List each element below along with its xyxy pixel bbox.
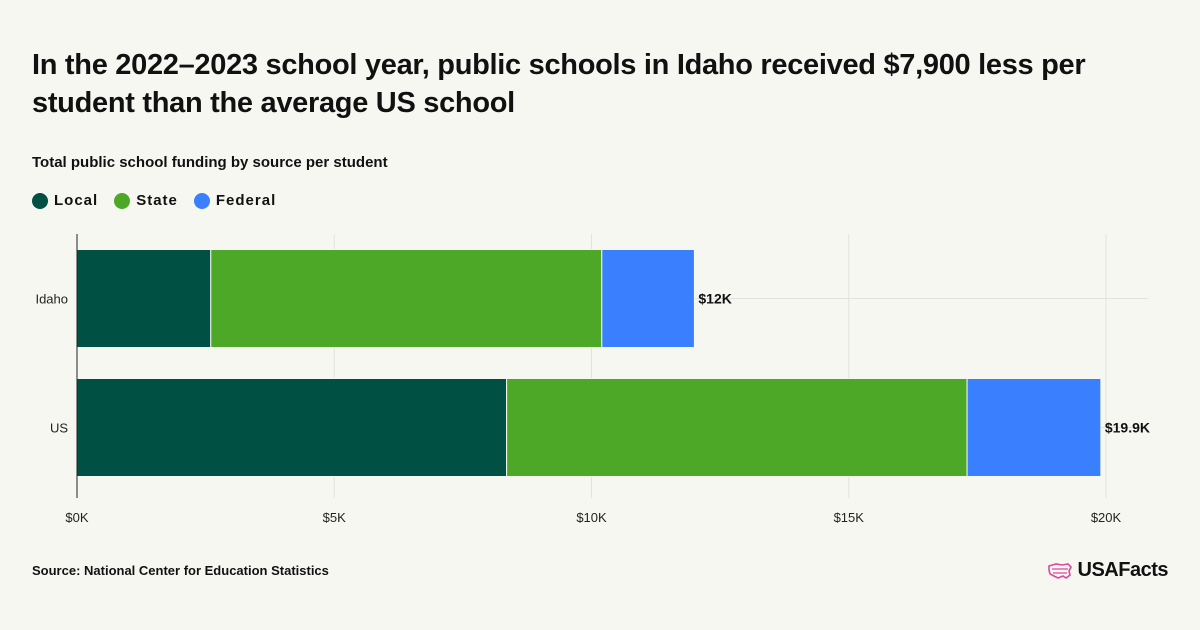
category-label: Idaho — [35, 292, 68, 307]
bar-local-idaho — [76, 249, 212, 348]
x-tick-label: $20K — [1091, 510, 1122, 525]
source-note: Source: National Center for Education St… — [32, 563, 329, 578]
legend-item-federal: Federal — [193, 192, 277, 209]
chart-subtitle: Total public school funding by source pe… — [32, 154, 388, 171]
chart-title: In the 2022–2023 school year, public sch… — [32, 49, 1086, 119]
x-tick-label: $10K — [576, 510, 607, 525]
bar-federal-us — [966, 378, 1102, 477]
brand-name: USAFacts — [1077, 559, 1169, 581]
total-label: $12K — [698, 291, 731, 307]
legend-label-state: State — [136, 192, 178, 209]
legend-swatch-local — [32, 192, 48, 209]
legend-swatch-state — [114, 192, 131, 209]
legend-label-federal: Federal — [215, 192, 277, 209]
category-label: US — [50, 421, 68, 436]
bar-federal-idaho — [601, 249, 695, 348]
bar-local-us — [76, 378, 508, 477]
legend-item-state: State — [114, 192, 178, 209]
total-label: $19.9K — [1105, 420, 1150, 436]
x-tick-label: $0K — [65, 510, 88, 525]
legend-label-local: Local — [54, 192, 99, 209]
legend-swatch-federal — [193, 192, 210, 209]
bar-state-idaho — [210, 249, 603, 348]
legend: Local State Federal — [32, 192, 276, 209]
legend-item-local: Local — [32, 192, 98, 209]
bar-state-us — [506, 378, 968, 477]
x-tick-label: $15K — [834, 510, 865, 525]
us-map-icon — [1047, 562, 1072, 579]
x-tick-label: $5K — [323, 510, 346, 525]
brand-logo: USAFacts — [1047, 559, 1169, 582]
